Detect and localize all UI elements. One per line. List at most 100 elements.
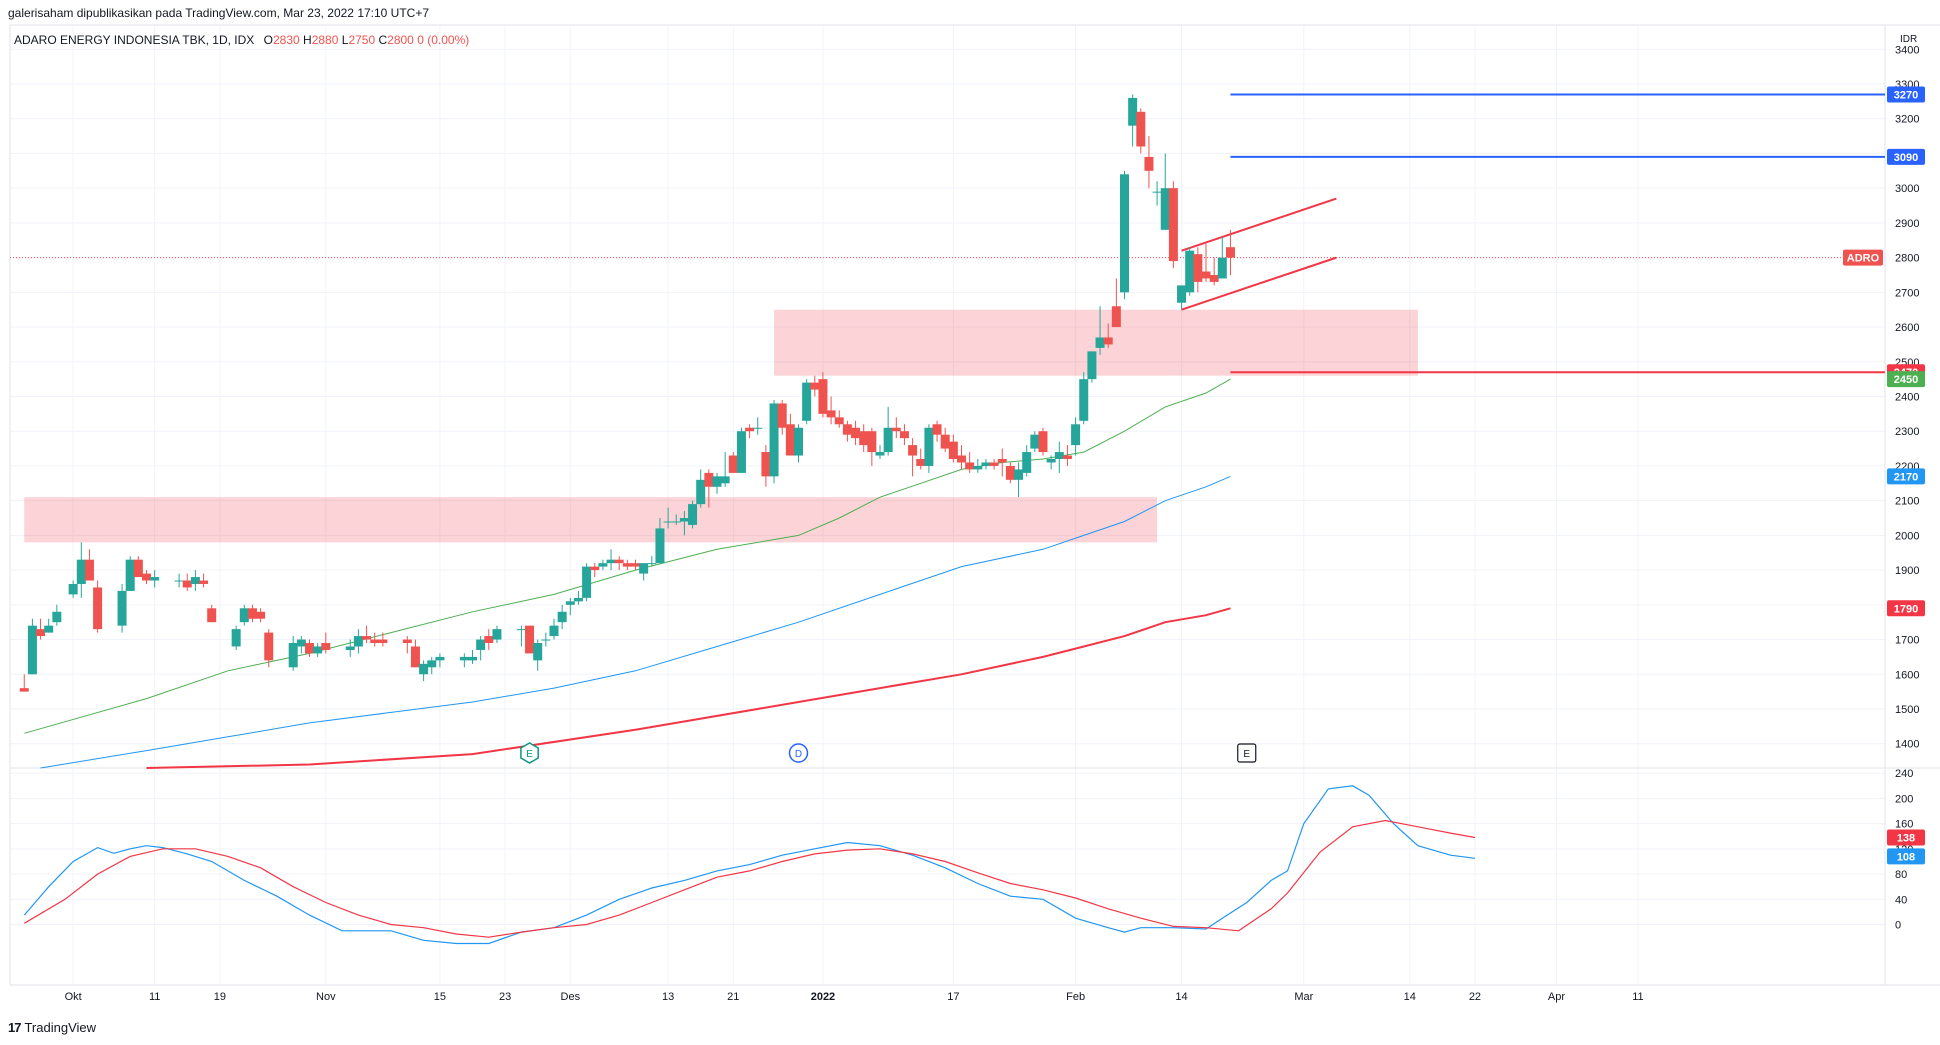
candle <box>468 649 477 664</box>
candle <box>288 636 298 671</box>
candle-body <box>525 625 535 654</box>
candle <box>1152 181 1162 206</box>
time-tick-label: 21 <box>727 991 739 1003</box>
tradingview-brand: TradingView <box>24 1020 97 1035</box>
candle-body <box>264 632 274 661</box>
time-tick-label: 11 <box>1632 991 1643 1003</box>
candle-body <box>997 458 1007 463</box>
candle-body <box>19 688 29 692</box>
candle <box>1014 462 1024 498</box>
candle <box>1062 445 1072 466</box>
candle-body <box>1177 285 1187 303</box>
candle-body <box>1087 351 1097 380</box>
candle-body <box>435 656 445 661</box>
candle <box>44 618 54 633</box>
marker-label: D <box>795 749 802 760</box>
osc-badge <box>1887 848 1925 865</box>
time-tick-label: 15 <box>434 991 446 1003</box>
candle-body <box>516 629 526 631</box>
candle <box>867 427 877 466</box>
tradingview-logo[interactable]: 17 TradingView <box>8 1020 96 1035</box>
candle-body <box>810 382 820 390</box>
candle <box>264 629 274 668</box>
candle <box>533 639 543 671</box>
candle <box>150 570 160 588</box>
candle <box>362 625 372 644</box>
candle-body <box>802 382 812 421</box>
candle-body <box>492 629 502 640</box>
price-tick-label: 2800 <box>1895 253 1919 265</box>
candle-body <box>859 431 869 446</box>
time-tick-label: Nov <box>316 991 336 1003</box>
candle <box>916 448 926 470</box>
candle <box>68 580 78 598</box>
candle <box>1193 247 1203 293</box>
candle <box>1103 323 1113 348</box>
candle <box>973 458 983 473</box>
candle <box>321 632 331 654</box>
time-tick-label: 19 <box>214 991 226 1003</box>
candle-body <box>1136 111 1146 147</box>
marker-label: E <box>526 749 533 760</box>
candle-body <box>826 410 836 418</box>
candle-body <box>419 663 429 675</box>
candle <box>27 618 37 675</box>
candle-body <box>1144 156 1154 171</box>
candle-body <box>582 566 592 598</box>
candle <box>997 448 1007 477</box>
candle <box>891 417 901 439</box>
candle-body <box>753 427 763 429</box>
candle <box>199 573 209 588</box>
candle <box>239 604 249 626</box>
candle-body <box>932 424 942 435</box>
osc-tick-label: 200 <box>1895 793 1913 805</box>
candle <box>207 604 217 623</box>
candle-body <box>899 431 909 439</box>
candle-body <box>761 452 771 477</box>
candle-body <box>614 559 624 564</box>
candle-body <box>427 660 437 668</box>
candle-body <box>402 639 412 644</box>
candle <box>859 424 869 453</box>
candle <box>1071 417 1081 456</box>
candle-body <box>565 601 575 605</box>
candle-body <box>150 577 160 581</box>
candle <box>1120 170 1129 300</box>
time-tick-label: 23 <box>499 991 511 1003</box>
candle <box>769 399 779 484</box>
time-tick-label: 2022 <box>811 991 835 1003</box>
candle <box>174 573 184 588</box>
candle-body <box>199 580 209 584</box>
candle <box>19 674 29 692</box>
price-tick-label: 2700 <box>1895 287 1919 299</box>
candle <box>818 372 828 418</box>
candle-body <box>573 597 583 602</box>
candle-body <box>296 639 306 647</box>
candle-body <box>948 441 958 459</box>
candle <box>256 608 266 623</box>
candle-body <box>1111 306 1121 328</box>
candle-body <box>313 646 323 654</box>
candle <box>1136 108 1146 154</box>
candle <box>549 618 559 640</box>
candle <box>932 420 942 442</box>
candle <box>402 636 412 654</box>
candle-body <box>1079 379 1089 421</box>
ma-badge <box>1887 371 1925 388</box>
candle <box>313 643 323 657</box>
candle <box>826 396 836 425</box>
plot-background <box>10 25 1885 985</box>
candle-body <box>867 431 877 453</box>
candle-body <box>655 528 665 564</box>
ma-badge <box>1887 468 1925 485</box>
earnings-marker <box>520 742 539 764</box>
candle <box>345 639 355 657</box>
price-tick-label: 2000 <box>1895 530 1919 542</box>
candle-body <box>1062 455 1072 459</box>
candle-body <box>36 629 46 637</box>
candle <box>516 625 526 647</box>
time-tick-label: Feb <box>1066 991 1085 1003</box>
publisher-header: galerisaham dipublikasikan pada TradingV… <box>8 6 430 20</box>
candle-body <box>549 625 559 637</box>
